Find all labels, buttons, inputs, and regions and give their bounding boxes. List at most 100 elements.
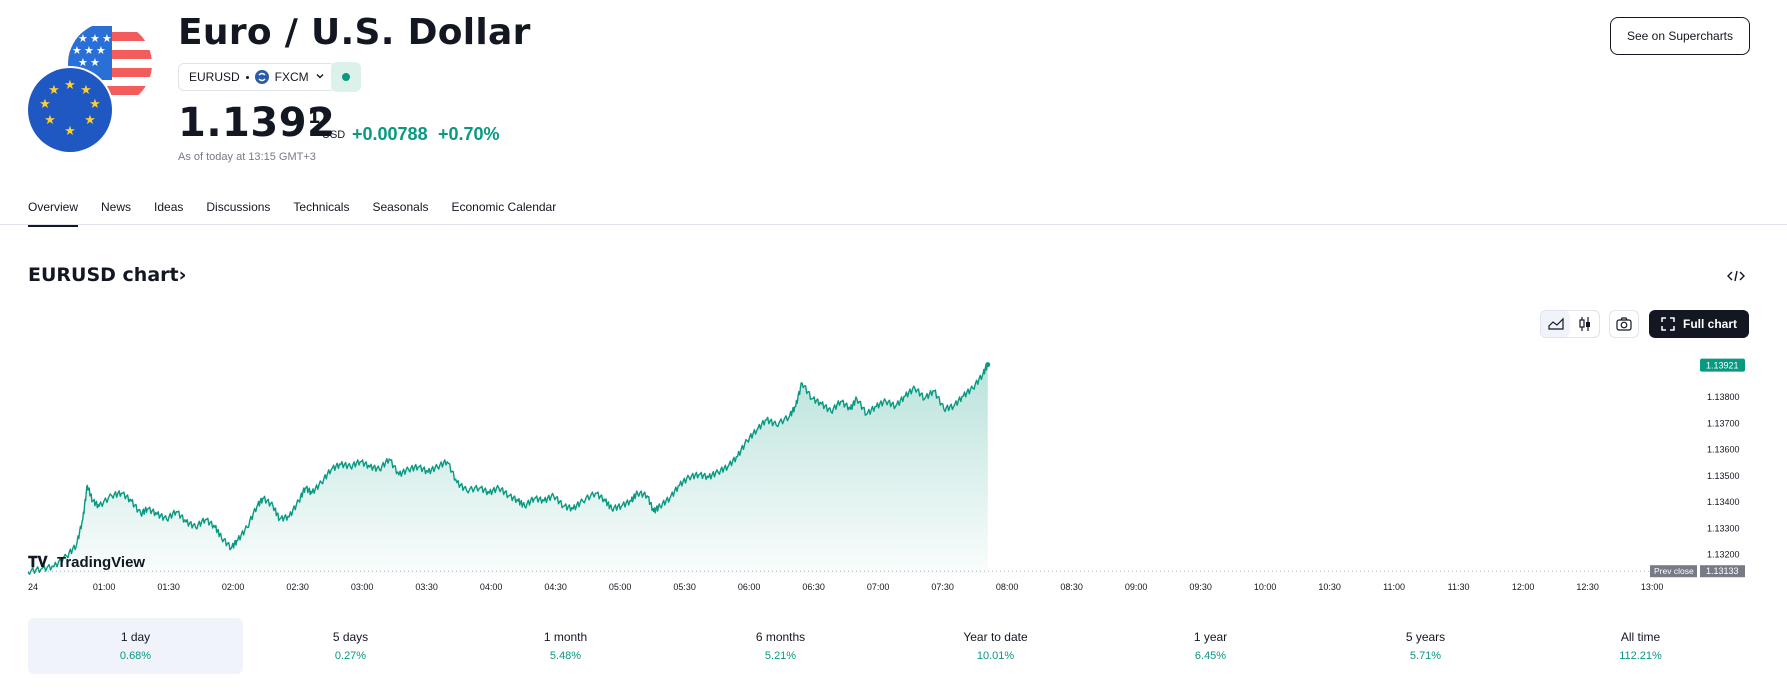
x-axis-tick-label: 11:00 bbox=[1383, 582, 1405, 592]
tab-ideas[interactable]: Ideas bbox=[154, 200, 184, 214]
chevron-down-icon bbox=[315, 70, 325, 84]
period-change: 5.48% bbox=[549, 650, 582, 662]
candles-chart-button[interactable] bbox=[1570, 311, 1599, 337]
period-5-days[interactable]: 5 days 0.27% bbox=[243, 618, 458, 674]
svg-text:★: ★ bbox=[84, 113, 96, 128]
price-last-digit: 1 bbox=[308, 107, 321, 128]
period-label: 1 day bbox=[120, 630, 151, 644]
tabs-divider bbox=[0, 224, 1787, 225]
y-axis-tick-label: 1.13800 bbox=[1707, 392, 1740, 402]
chart-heading-link[interactable]: EURUSD chart› bbox=[28, 264, 186, 286]
svg-text:★: ★ bbox=[64, 78, 76, 93]
embed-code-icon[interactable] bbox=[1724, 266, 1748, 286]
full-chart-label: Full chart bbox=[1682, 317, 1737, 331]
price-change-absolute: +0.00788 bbox=[352, 124, 428, 144]
svg-text:★: ★ bbox=[64, 124, 76, 139]
broker-name: FXCM bbox=[274, 70, 309, 84]
period-5-years[interactable]: 5 years 5.71% bbox=[1318, 618, 1533, 674]
period-change: 112.21% bbox=[1619, 650, 1662, 662]
last-price-dot bbox=[985, 362, 991, 368]
svg-text:★: ★ bbox=[78, 32, 88, 45]
period-6-months[interactable]: 6 months 5.21% bbox=[673, 618, 888, 674]
svg-text:★: ★ bbox=[96, 44, 106, 57]
svg-text:★: ★ bbox=[80, 83, 92, 98]
x-axis-tick-label: 07:00 bbox=[867, 582, 890, 592]
chevron-right-icon: › bbox=[178, 264, 187, 286]
y-axis-tick-label: 1.13600 bbox=[1707, 445, 1740, 455]
tab-seasonals[interactable]: Seasonals bbox=[372, 200, 429, 214]
tradingview-watermark: 𝐓𝐕 TradingView bbox=[28, 553, 145, 571]
x-axis-tick-label: 03:00 bbox=[351, 582, 374, 592]
price-chart[interactable]: 1.13800 1.13700 1.13600 1.13500 1.13400 1.133… bbox=[0, 350, 1787, 600]
full-chart-button[interactable]: Full chart bbox=[1649, 310, 1749, 338]
currency-pair-logo: ★ ★ ★ ★ ★ ★ ★ ★ ★ ★ ★ ★ ★ ★ ★ ★ bbox=[26, 22, 158, 156]
last-price-tag bbox=[1700, 358, 1745, 372]
x-axis-tick-label: 09:00 bbox=[1125, 582, 1148, 592]
x-axis-tick-label: 10:00 bbox=[1254, 582, 1277, 592]
prev-close-tag bbox=[1650, 565, 1697, 578]
svg-text:★: ★ bbox=[84, 44, 94, 57]
tab-news[interactable]: News bbox=[101, 200, 132, 214]
x-axis-tick-label: 01:30 bbox=[157, 582, 180, 592]
svg-text:𝐓𝐕: 𝐓𝐕 bbox=[28, 553, 49, 571]
x-axis-tick-label: 12:30 bbox=[1576, 582, 1599, 592]
svg-text:★: ★ bbox=[90, 56, 100, 69]
tab-technicals[interactable]: Technicals bbox=[293, 200, 350, 214]
period-label: 1 year bbox=[1193, 630, 1228, 644]
watermark-text: TradingView bbox=[57, 554, 145, 571]
performance-periods: 1 day 0.68% 5 days 0.27% 1 month 5.48% 6… bbox=[28, 618, 1748, 674]
fxcm-broker-icon bbox=[254, 70, 269, 84]
tab-economic-calendar[interactable]: Economic Calendar bbox=[451, 200, 557, 214]
svg-text:★: ★ bbox=[78, 56, 88, 69]
y-axis-tick-label: 1.13700 bbox=[1707, 418, 1740, 428]
x-axis-tick-label: 10:30 bbox=[1318, 582, 1341, 592]
page-title: Euro / U.S. Dollar bbox=[178, 12, 531, 53]
candlestick-icon bbox=[1578, 317, 1590, 331]
period-1-year[interactable]: 1 year 6.45% bbox=[1103, 618, 1318, 674]
market-open-status-badge[interactable] bbox=[331, 62, 361, 92]
price-area-fill bbox=[28, 364, 988, 575]
x-axis-tick-label: 11:30 bbox=[1448, 582, 1470, 592]
see-on-supercharts-button[interactable]: See on Supercharts bbox=[1610, 17, 1750, 55]
x-axis-tick-label: 06:00 bbox=[738, 582, 761, 592]
symbol-selector[interactable]: EURUSD FXCM bbox=[178, 63, 336, 91]
chart-style-toggle bbox=[1540, 310, 1600, 338]
tab-overview[interactable]: Overview bbox=[28, 200, 79, 227]
current-price: 1.1392 bbox=[178, 100, 336, 146]
fullscreen-icon bbox=[1661, 317, 1675, 331]
svg-text:★: ★ bbox=[48, 83, 60, 98]
x-axis-tick-label: 05:30 bbox=[673, 582, 696, 592]
y-axis-tick-label: 1.13300 bbox=[1707, 523, 1740, 533]
period-1-month[interactable]: 1 month 5.48% bbox=[458, 618, 673, 674]
area-chart-button[interactable] bbox=[1541, 311, 1570, 337]
period-change: 6.45% bbox=[1194, 650, 1227, 662]
period-year-to-date[interactable]: Year to date 10.01% bbox=[888, 618, 1103, 674]
x-axis-tick-label: 02:30 bbox=[286, 582, 309, 592]
quote-timestamp: As of today at 13:15 GMT+3 bbox=[178, 151, 316, 163]
svg-text:★: ★ bbox=[90, 32, 100, 45]
snapshot-button[interactable] bbox=[1609, 310, 1639, 338]
prev-close-label: Prev close bbox=[1654, 566, 1694, 576]
camera-icon bbox=[1616, 317, 1632, 331]
period-label: 5 years bbox=[1405, 630, 1446, 644]
y-axis-tick-label: 1.13500 bbox=[1707, 471, 1740, 481]
price-change-percent: +0.70% bbox=[438, 124, 500, 144]
area-chart-icon bbox=[1547, 317, 1564, 330]
period-label: 6 months bbox=[755, 630, 806, 644]
period-change: 5.21% bbox=[764, 650, 797, 662]
svg-text:★: ★ bbox=[89, 97, 101, 112]
period-1-day[interactable]: 1 day 0.68% bbox=[28, 618, 243, 674]
period-label: 5 days bbox=[332, 630, 369, 644]
eu-flag-icon: ★ ★ ★ ★ ★ ★ ★ ★ bbox=[26, 66, 114, 154]
period-all-time[interactable]: All time 112.21% bbox=[1533, 618, 1748, 674]
tab-discussions[interactable]: Discussions bbox=[206, 200, 271, 214]
x-axis-tick-label: 02:00 bbox=[222, 582, 245, 592]
x-axis-tick-label: 24 bbox=[28, 582, 38, 592]
chart-heading-text: EURUSD chart bbox=[28, 264, 179, 286]
period-change: 0.68% bbox=[119, 650, 152, 662]
period-label: All time bbox=[1620, 630, 1661, 644]
prev-close-value: 1.13133 bbox=[1706, 566, 1739, 576]
svg-text:★: ★ bbox=[72, 44, 82, 57]
price-currency: USD bbox=[322, 129, 346, 141]
period-change: 5.71% bbox=[1409, 650, 1442, 662]
